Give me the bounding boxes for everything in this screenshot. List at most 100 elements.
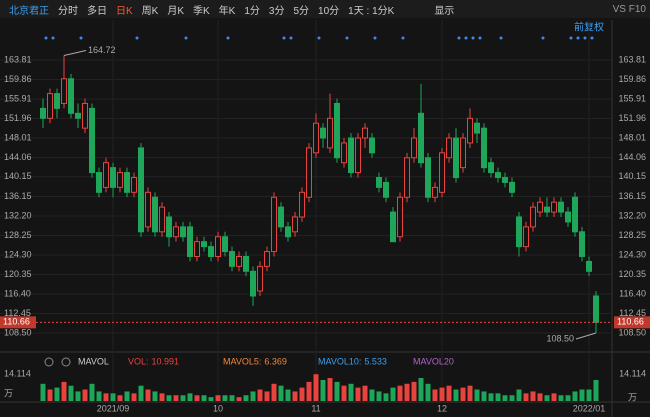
annotation-line (575, 332, 597, 340)
close-icon[interactable] (61, 357, 71, 367)
y-tick-label: 155.91 (618, 93, 646, 103)
annotation-line (63, 49, 87, 56)
candle-body (348, 137, 354, 174)
volume-bar (537, 393, 543, 401)
candle-body (75, 112, 81, 119)
candle-body (40, 107, 46, 119)
candle-body (369, 137, 375, 154)
volume-bar (579, 389, 585, 401)
volume-bar (75, 391, 81, 401)
candle-body (488, 162, 494, 174)
tab[interactable]: 周K (141, 5, 159, 17)
candle-body (201, 241, 207, 248)
tab[interactable]: 日K (116, 5, 133, 17)
candle-body (61, 78, 67, 104)
volume-bar (96, 391, 102, 401)
volume-bar (341, 385, 347, 401)
candle-body (341, 142, 347, 164)
y-tick-label: 159.86 (4, 74, 32, 84)
volume-unit: 万 (4, 388, 13, 398)
candle-body (306, 147, 312, 198)
volume-bar (124, 391, 130, 401)
y-tick-label: 136.15 (618, 191, 646, 201)
last-price-box (614, 316, 650, 329)
volume-bar (586, 389, 592, 401)
y-tick-label: 151.96 (4, 113, 32, 123)
volume-bar (306, 381, 312, 401)
candle-body (215, 236, 221, 257)
menu[interactable]: 显示 (434, 5, 455, 17)
tab[interactable]: 10分 (318, 5, 340, 17)
volume-bar (488, 393, 494, 401)
y-tick-label: 140.15 (618, 171, 646, 181)
tab[interactable]: 年K (218, 5, 236, 17)
candle-body (173, 226, 179, 238)
candle-body (250, 270, 256, 297)
volume-bar (103, 393, 109, 401)
volume-bar (257, 389, 263, 401)
tab[interactable]: 3分 (268, 5, 285, 17)
y-tick-label: 151.96 (618, 113, 646, 123)
candle-body (229, 251, 235, 267)
volume-bar (166, 395, 172, 401)
volume-bar (215, 395, 221, 401)
link[interactable]: VS F10 (612, 3, 646, 15)
volume-bar (418, 378, 424, 401)
low-label: 108.50 (546, 333, 574, 343)
candle-body (152, 196, 158, 233)
tab[interactable]: 5分 (293, 5, 310, 17)
candle-body (383, 181, 389, 198)
candle-body (145, 191, 151, 228)
y-tick-label: 108.50 (4, 327, 32, 337)
candle-body (460, 137, 466, 169)
candle-body (131, 177, 137, 193)
tab[interactable]: 分时 (58, 5, 78, 17)
candle-body (159, 206, 165, 233)
volume-bar (348, 383, 354, 401)
volume-bar (460, 387, 466, 401)
volume-bar (68, 385, 74, 401)
y-tick-label: 112.45 (619, 308, 646, 318)
candle-body (439, 152, 445, 193)
y-tick-label: 144.06 (618, 152, 646, 162)
tab[interactable]: 1分 (244, 5, 260, 17)
settings-icon[interactable] (44, 357, 54, 367)
x-tick-label: 2022/01 (573, 403, 606, 413)
candle-body (103, 162, 109, 188)
volume-bar (229, 395, 235, 401)
tab[interactable]: 北京君正 (9, 5, 49, 17)
volume-bar (152, 391, 158, 401)
candle-body (124, 172, 130, 193)
volume-bar (369, 389, 375, 401)
legend-name: MAVOL20 (413, 356, 454, 366)
candle-body (320, 127, 326, 139)
candle-body (243, 255, 249, 272)
tab[interactable]: 多日 (87, 5, 107, 17)
volume-bar (201, 395, 207, 401)
candle-body (586, 260, 592, 272)
toolbar: 北京君正 分时 多日 日K 周K 月K 季K 年K 1分 3分 5分 10分 1天 : 1分K 显示 VS … (0, 0, 650, 18)
candle-body (432, 186, 438, 198)
tab[interactable]: 1天 : 1分K (348, 5, 395, 17)
candle-body (54, 93, 60, 109)
volume-bar (264, 391, 270, 401)
tab[interactable]: 季K (193, 5, 210, 17)
indicator-name[interactable]: MAVOL (78, 356, 109, 366)
y-tick-label: 148.01 (4, 132, 32, 142)
volume-bar (390, 387, 396, 401)
candle-body (516, 216, 522, 248)
tab[interactable]: 月K (167, 5, 185, 17)
y-tick-label: 128.25 (4, 230, 32, 240)
x-tick-label: 12 (437, 403, 447, 413)
volume-bar (222, 395, 228, 401)
volume-bar (397, 385, 403, 401)
volume-bar (250, 391, 256, 401)
candle-body (327, 117, 333, 149)
volume-tick-label: 14.114 (619, 368, 646, 378)
candle-body (530, 206, 536, 228)
candle-body (390, 211, 396, 243)
volume-bar (47, 389, 53, 401)
candle-body (411, 137, 417, 159)
volume-bar (180, 395, 186, 401)
last-price-box (0, 316, 36, 329)
